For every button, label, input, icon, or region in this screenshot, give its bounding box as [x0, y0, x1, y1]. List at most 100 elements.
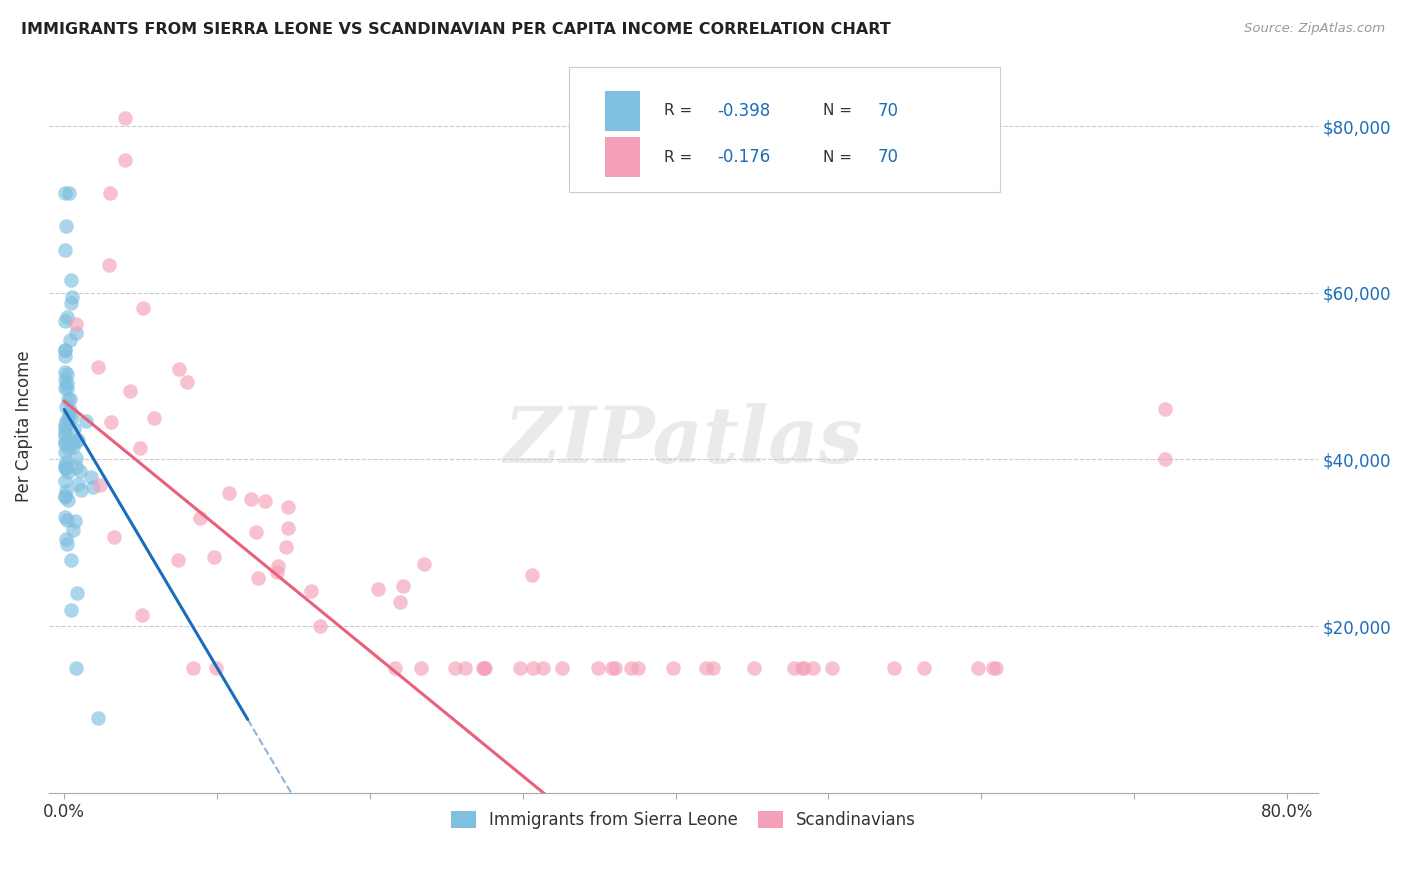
Point	[801, 661, 824, 675]
Point	[62, 523, 84, 537]
Point	[883, 661, 905, 675]
Point	[65, 326, 87, 341]
FancyBboxPatch shape	[605, 91, 640, 131]
Point	[58, 492, 80, 507]
Point	[55, 532, 77, 546]
Point	[65, 317, 87, 331]
Point	[413, 558, 436, 572]
Point	[522, 567, 544, 582]
Text: 70: 70	[877, 148, 898, 166]
Point	[114, 153, 136, 167]
Point	[384, 661, 406, 675]
Point	[56, 465, 79, 479]
Point	[53, 373, 76, 387]
Point	[87, 711, 110, 725]
Point	[367, 582, 389, 596]
Point	[58, 408, 80, 422]
Point	[254, 494, 277, 508]
Point	[55, 512, 77, 526]
Text: R =: R =	[664, 150, 697, 165]
Point	[62, 290, 84, 304]
Point	[114, 111, 136, 125]
Point	[75, 414, 97, 428]
Point	[1153, 402, 1175, 417]
Point	[58, 333, 80, 347]
Point	[60, 409, 83, 424]
Point	[55, 414, 77, 428]
Point	[53, 489, 76, 503]
Point	[60, 552, 83, 566]
Point	[55, 484, 77, 499]
Point	[53, 186, 76, 200]
Point	[443, 661, 465, 675]
Point	[60, 272, 83, 286]
Point	[103, 530, 125, 544]
Point	[695, 661, 717, 675]
Point	[55, 455, 77, 469]
Point	[188, 511, 211, 525]
Point	[66, 586, 89, 600]
Point	[82, 480, 104, 494]
Point	[202, 549, 225, 564]
Point	[586, 661, 609, 675]
Legend: Immigrants from Sierra Leone, Scandinavians: Immigrants from Sierra Leone, Scandinavi…	[444, 804, 922, 836]
Point	[63, 435, 86, 450]
Point	[55, 461, 77, 475]
Point	[98, 258, 121, 272]
Point	[821, 661, 844, 675]
Point	[56, 380, 79, 394]
Point	[245, 524, 267, 539]
Point	[53, 436, 76, 450]
Text: N =: N =	[823, 150, 856, 165]
Point	[67, 433, 90, 447]
Point	[299, 584, 322, 599]
Point	[702, 661, 724, 675]
Point	[65, 460, 87, 475]
Point	[67, 477, 90, 491]
Text: R =: R =	[664, 103, 697, 119]
Point	[89, 477, 111, 491]
Point	[55, 368, 77, 382]
Point	[65, 450, 87, 465]
Point	[793, 661, 815, 675]
Point	[65, 661, 87, 675]
Point	[522, 661, 544, 675]
Point	[783, 661, 806, 675]
Point	[56, 441, 79, 455]
Point	[58, 403, 80, 417]
Point	[205, 661, 228, 675]
Point	[53, 418, 76, 433]
Point	[58, 186, 80, 200]
Point	[53, 445, 76, 459]
Point	[605, 661, 627, 675]
Point	[100, 415, 122, 429]
Point	[53, 381, 76, 395]
Text: 70: 70	[877, 102, 898, 120]
FancyBboxPatch shape	[605, 136, 640, 177]
Point	[984, 661, 1007, 675]
Point	[58, 392, 80, 406]
Point	[967, 661, 990, 675]
Point	[53, 314, 76, 328]
Point	[60, 435, 83, 450]
Point	[53, 425, 76, 440]
Point	[176, 376, 198, 390]
Point	[132, 301, 155, 315]
Point	[1153, 452, 1175, 467]
Point	[277, 500, 299, 515]
Point	[744, 661, 766, 675]
Point	[389, 594, 412, 608]
Point	[627, 661, 650, 675]
Text: ZIPatlas: ZIPatlas	[503, 402, 863, 479]
Text: -0.398: -0.398	[717, 102, 770, 120]
Point	[53, 428, 76, 442]
Point	[53, 420, 76, 434]
Point	[53, 435, 76, 450]
Text: N =: N =	[823, 103, 856, 119]
Point	[143, 411, 166, 425]
Point	[474, 661, 496, 675]
Point	[53, 461, 76, 475]
Point	[98, 186, 121, 200]
Point	[247, 571, 270, 585]
Point	[792, 661, 814, 675]
